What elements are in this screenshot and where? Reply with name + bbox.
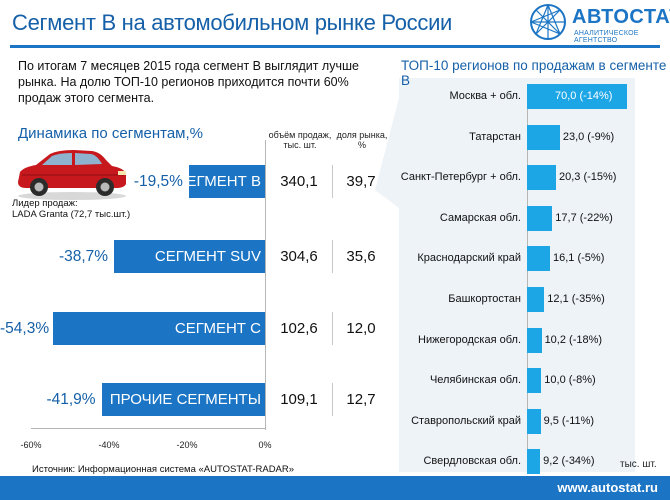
cell-divider: [332, 165, 333, 198]
segment-change-label: -19,5%: [133, 173, 183, 190]
segment-share-value: 12,0: [346, 320, 376, 337]
region-value-label: 9,2 (-34%): [543, 455, 595, 468]
logo-globe-icon: [530, 4, 566, 40]
region-label: Санкт-Петербург + обл.: [400, 171, 521, 184]
region-bar: [527, 449, 541, 475]
segment-label: СЕГМЕНТ SUV: [154, 248, 261, 265]
region-value-label: 9,5 (-11%): [543, 414, 595, 427]
region-value-label: 16,1 (-5%): [553, 252, 605, 265]
region-bar: [527, 287, 545, 312]
cell-divider: [332, 383, 333, 416]
region-value-label: 10,0 (-8%): [544, 374, 596, 387]
segment-tick-label: -20%: [176, 440, 198, 450]
region-bar: [527, 327, 542, 353]
region-bar: [527, 165, 556, 191]
intro-text: По итогам 7 месяцев 2015 года сегмент B …: [18, 59, 359, 105]
segment-share-value: 39,7: [346, 173, 376, 190]
segment-tick-label: -60%: [20, 440, 42, 450]
region-label: Краснодарский край: [417, 252, 521, 265]
segment-chart-title: Динамика по сегментам,%: [18, 125, 204, 142]
regions-chart-title: ТОП-10 регионов по продажам в сегменте B: [401, 58, 667, 88]
car-icon: [18, 150, 126, 200]
title-underline: [10, 45, 660, 48]
page-title: Сегмент B на автомобильном рынке России: [12, 10, 453, 35]
segment-label: СЕГМЕНТ С: [174, 320, 261, 337]
footer-link[interactable]: www.autostat.ru: [557, 480, 658, 495]
footer-bar: www.autostat.ru: [0, 476, 670, 500]
segment-label: ПРОЧИЕ СЕГМЕНТЫ: [109, 391, 261, 408]
segment-bar: ПРОЧИЕ СЕГМЕНТЫ: [101, 383, 265, 416]
regions-panel-bg: [399, 78, 635, 472]
region-label: Свердловская обл.: [423, 455, 521, 468]
region-value-label: 70,0 (-14%): [555, 90, 613, 102]
segment-volume-value: 304,6: [280, 248, 318, 265]
region-value-label: 10,2 (-18%): [544, 333, 603, 346]
leader-model: LADA Granta (72,7 тыс.шт.): [12, 209, 131, 220]
region-bar: [527, 368, 542, 394]
segment-share-value: 12,7: [346, 391, 376, 408]
regions-axis: [527, 84, 528, 469]
segment-tick-label: -40%: [98, 440, 120, 450]
regions-unit-label: тыс. шт.: [620, 459, 657, 470]
region-label: Башкортостан: [448, 293, 521, 305]
volume-column-header: объём продаж, тыс. шт.: [268, 130, 332, 150]
region-bar: [527, 205, 553, 231]
region-value-label: 17,7 (-22%): [555, 211, 613, 224]
region-bar: [527, 124, 560, 150]
segment-volume-value: 340,1: [280, 173, 318, 190]
segment-share-value: 35,6: [346, 248, 376, 265]
region-label: Москва + обл.: [449, 90, 522, 102]
region-label: Челябинская обл.: [429, 374, 521, 387]
autostat-logo: АВТОСТАТ АНАЛИТИЧЕСКОЕ АГЕНТСТВО: [528, 2, 670, 44]
segment-bar: СЕГМЕНТ B: [176, 165, 265, 198]
region-value-label: 23,0 (-9%): [562, 130, 615, 143]
segment-volume-value: 102,6: [280, 320, 318, 337]
cell-divider: [332, 240, 333, 273]
segment-change-label: -41,9%: [46, 391, 96, 408]
region-value-label: 20,3 (-15%): [559, 171, 617, 184]
region-bar: [527, 84, 627, 109]
segment-bar: СЕГМЕНТ С: [53, 312, 265, 345]
region-label: Самарская обл.: [439, 211, 521, 224]
region-bar: [527, 246, 550, 272]
segment-volume-value: 109,1: [280, 391, 318, 408]
segment-label: СЕГМЕНТ B: [175, 173, 261, 190]
connector-bracket: [375, 98, 399, 208]
source-note: Источник: Информационная система «AUTOST…: [32, 464, 295, 475]
leader-label: Лидер продаж:: [12, 198, 78, 209]
cell-divider: [332, 312, 333, 345]
logo-subtitle: АНАЛИТИЧЕСКОЕ АГЕНТСТВО: [574, 30, 639, 44]
region-label: Ставропольский край: [411, 414, 521, 427]
segment-x-axis: [31, 428, 265, 429]
share-column-header: доля рынка, %: [336, 130, 388, 150]
segment-change-label: -38,7%: [58, 248, 109, 265]
region-label: Нижегородская обл.: [418, 333, 521, 346]
region-label: Татарстан: [469, 130, 521, 143]
segment-tick-label: 0%: [258, 440, 272, 450]
segment-change-label: -54,3%: [0, 320, 50, 337]
sales-leader-note: Лидер продаж: LADA Granta (72,7 тыс.шт.): [12, 198, 130, 220]
region-value-label: 12,1 (-35%): [547, 293, 605, 305]
segment-zero-line: [265, 140, 266, 430]
region-bar: [527, 408, 541, 434]
logo-name: АВТОСТАТ: [572, 6, 670, 28]
segment-bar: СЕГМЕНТ SUV: [114, 240, 265, 273]
